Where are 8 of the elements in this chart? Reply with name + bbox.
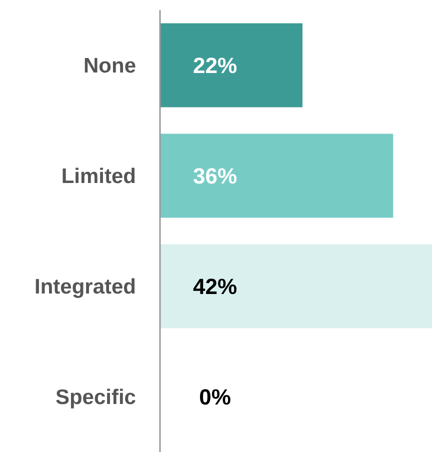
data-label: 0% <box>199 384 231 410</box>
data-label: 22% <box>192 52 238 78</box>
data-label: 42% <box>192 274 238 299</box>
data-label: 36% <box>192 163 238 188</box>
y-tick-label: Specific <box>55 386 136 410</box>
y-tick-label: Limited <box>61 165 136 188</box>
y-tick-label: Integrated <box>34 276 136 299</box>
y-tick-label: None <box>84 54 136 78</box>
